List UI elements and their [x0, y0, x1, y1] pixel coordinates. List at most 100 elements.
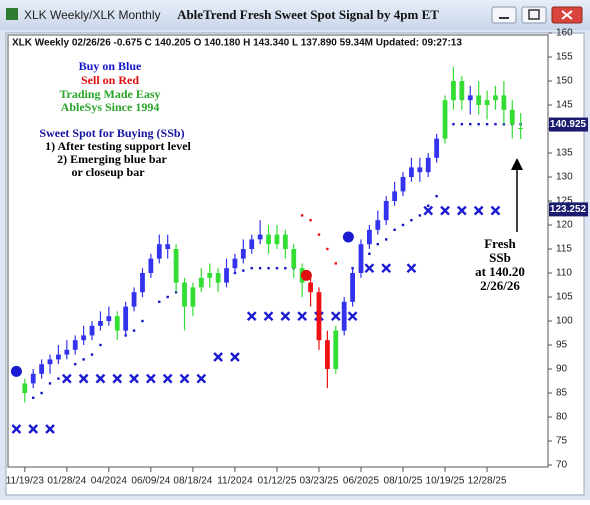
candle-body — [22, 383, 28, 393]
plot-area — [7, 34, 549, 468]
support-cross — [280, 311, 291, 322]
support-cross — [196, 373, 207, 384]
support-cross — [246, 311, 257, 322]
candle-body — [140, 273, 145, 293]
candle-body — [72, 340, 78, 350]
candle-body — [165, 244, 171, 249]
candle-body — [308, 282, 313, 293]
candle-body — [392, 191, 398, 201]
stop-dot — [258, 267, 262, 270]
stop-dot — [267, 267, 270, 270]
x-tick-label: 11/2024 — [217, 476, 253, 487]
candle-body — [274, 234, 280, 245]
stop-dot — [427, 204, 430, 207]
y-tick-label: 95 — [556, 340, 568, 351]
candle-body — [476, 95, 482, 105]
y-tick-label: 85 — [556, 388, 568, 399]
stop-dot — [141, 319, 144, 323]
x-tick-label: 01/12/25 — [257, 476, 296, 487]
y-tick-label: 75 — [556, 436, 568, 447]
y-tick-label: 100 — [556, 316, 573, 327]
support-cross — [364, 263, 375, 274]
candle-body — [291, 249, 297, 269]
support-cross — [78, 373, 89, 384]
stop-dot — [166, 295, 169, 299]
candle-body — [148, 258, 154, 273]
minimize-button[interactable] — [491, 6, 517, 24]
annotation: Sweet Spot for Buying (SSb) — [39, 126, 184, 140]
candle-body — [173, 249, 179, 283]
x-tick-label: 03/23/25 — [300, 476, 339, 487]
candle-body — [215, 273, 221, 283]
candle-body — [198, 277, 204, 288]
support-cross — [440, 205, 450, 216]
candle-body — [240, 249, 246, 259]
stop-dot — [242, 269, 245, 272]
candle-body — [224, 268, 229, 283]
candle-body — [324, 340, 330, 369]
support-cross — [95, 373, 106, 384]
stop-dot — [494, 123, 497, 126]
candle-body — [89, 325, 95, 336]
stop-dot — [158, 300, 161, 303]
candle-body — [106, 316, 112, 321]
candle-body — [375, 220, 381, 230]
support-cross — [381, 263, 392, 274]
support-cross — [230, 352, 240, 362]
maximize-icon — [528, 9, 540, 20]
price-label-bg — [549, 202, 588, 217]
candle-body — [30, 373, 36, 384]
support-cross — [11, 424, 22, 434]
candle-body — [484, 100, 490, 105]
support-cross — [297, 311, 308, 322]
plot: 7075808590951001051101151201251301351401… — [6, 28, 588, 487]
stop-dot — [124, 334, 127, 337]
annotation: AbleSys Since 1994 — [61, 100, 160, 114]
stop-dot — [57, 377, 60, 380]
callout-text: at 140.20 — [475, 264, 525, 279]
candle-body — [467, 95, 473, 101]
annotation: Sell on Red — [81, 73, 139, 87]
candle-body — [316, 292, 322, 341]
stop-dot — [32, 396, 35, 399]
stop-dot — [485, 123, 489, 126]
price-label: 123.252 — [550, 204, 587, 215]
stop-dot — [376, 243, 380, 246]
stop-dot — [250, 267, 253, 270]
y-tick-label: 135 — [556, 148, 573, 159]
y-tick-label: 80 — [556, 412, 568, 423]
annotation: Trading Made Easy — [59, 87, 160, 101]
stop-dot — [284, 267, 287, 270]
candle-body — [207, 273, 213, 278]
maximize-button[interactable] — [521, 6, 547, 24]
y-tick-label: 105 — [556, 292, 573, 303]
price-label: 140.925 — [550, 119, 587, 130]
candle-body — [47, 359, 53, 365]
support-cross — [45, 424, 55, 434]
candle-body — [131, 292, 137, 307]
stop-dot — [477, 123, 480, 126]
candle-body — [451, 81, 456, 101]
stop-dot — [393, 228, 396, 231]
candle-body — [341, 301, 347, 331]
support-cross — [457, 205, 467, 216]
close-icon — [561, 10, 573, 20]
stop-dot — [452, 123, 455, 126]
candle-body — [39, 364, 45, 374]
x-tick-label: 06/09/24 — [131, 476, 170, 487]
stop-dot — [132, 329, 136, 332]
stop-dot — [275, 267, 279, 270]
stop-dot — [401, 223, 405, 227]
y-tick-label: 125 — [556, 196, 573, 207]
candle-body — [56, 354, 61, 360]
stop-dot — [385, 238, 388, 241]
x-tick-label: 10/19/25 — [426, 476, 465, 487]
chart-title: AbleTrend Fresh Sweet Spot Signal by 4pm… — [177, 7, 439, 22]
stop-dot — [40, 391, 43, 395]
y-tick-label: 120 — [556, 220, 573, 231]
support-cross — [263, 311, 274, 322]
y-tick-label: 110 — [556, 268, 572, 279]
quote-info: XLK Weekly 02/26/26 -0.675 C 140.205 O 1… — [12, 38, 462, 49]
